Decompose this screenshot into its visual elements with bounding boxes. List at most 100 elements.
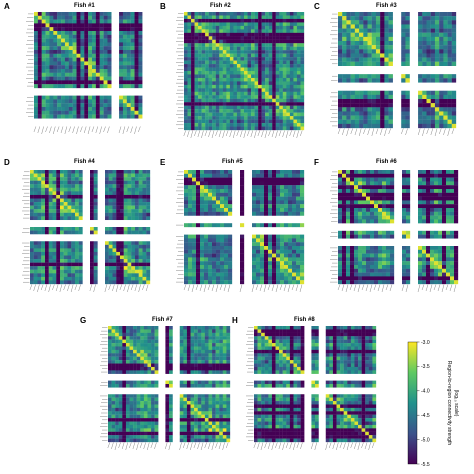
- heatmap-cell: [272, 196, 277, 201]
- heatmap-cell: [120, 230, 124, 235]
- heatmap-cell: [90, 251, 94, 256]
- heatmap-cell: [229, 109, 234, 113]
- heatmap-cell: [194, 43, 199, 47]
- heatmap-cell: [99, 27, 104, 32]
- heatmap-cell: [198, 74, 202, 79]
- heatmap-cell: [90, 248, 94, 253]
- heatmap-cell: [41, 205, 46, 210]
- heatmap-cell: [370, 276, 375, 281]
- heatmap-cell: [95, 38, 100, 43]
- heatmap-cell: [296, 257, 301, 262]
- col-label-mark: [289, 130, 292, 137]
- heatmap-cell: [346, 94, 351, 100]
- heatmap-cell: [430, 181, 435, 186]
- heatmap-cell: [443, 115, 448, 120]
- heatmap-cell: [37, 177, 42, 181]
- heatmap-cell: [354, 45, 360, 50]
- heatmap-cell: [56, 177, 61, 181]
- heatmap-cell: [215, 57, 220, 61]
- heatmap-cell: [354, 272, 359, 277]
- heatmap-cell: [280, 265, 285, 269]
- heatmap-cell: [264, 223, 269, 228]
- heatmap-cell: [247, 15, 252, 20]
- heatmap-cell: [194, 91, 199, 96]
- heatmap-cell: [119, 80, 124, 85]
- heatmap-cell: [296, 261, 301, 266]
- col-label-mark: [134, 126, 137, 135]
- heatmap-cell: [130, 50, 135, 54]
- heatmap-cell: [288, 253, 293, 258]
- heatmap-cell: [261, 102, 266, 106]
- heatmap-cell: [406, 173, 411, 178]
- heatmap-cell: [122, 332, 127, 337]
- heatmap-cell: [378, 181, 383, 186]
- heatmap-cell: [78, 177, 83, 181]
- heatmap-cell: [439, 28, 444, 33]
- heatmap-cell: [123, 209, 128, 213]
- heatmap-cell: [201, 18, 206, 23]
- heatmap-cell: [358, 272, 363, 277]
- heatmap-cell: [105, 251, 109, 256]
- heatmap-cell: [216, 242, 221, 247]
- heatmap-cell: [48, 205, 53, 210]
- col-label-mark: [199, 284, 203, 292]
- heatmap-cell: [187, 32, 192, 37]
- heatmap-cell: [268, 22, 273, 27]
- heatmap-cell: [418, 215, 423, 220]
- heatmap-cell: [293, 67, 298, 72]
- heatmap-cell: [260, 192, 265, 197]
- heatmap-cell: [200, 280, 205, 285]
- heatmap-cell: [120, 259, 124, 263]
- heatmap-cell: [41, 255, 46, 260]
- heatmap-cell: [450, 192, 455, 197]
- panel-a: A Fish #1: [4, 2, 158, 152]
- heatmap-cell: [208, 84, 213, 89]
- heatmap-cell: [99, 34, 104, 39]
- heatmap-cell: [354, 41, 360, 46]
- heatmap-cell: [422, 90, 427, 95]
- heatmap-cell: [346, 107, 351, 112]
- heatmap-cell: [251, 43, 255, 47]
- heatmap-cell: [251, 123, 255, 127]
- heatmap-cell: [92, 107, 97, 111]
- heatmap-cell: [90, 244, 94, 249]
- heatmap-cell: [122, 61, 127, 66]
- heatmap-cell: [338, 265, 343, 269]
- heatmap-cell: [116, 251, 121, 256]
- heatmap-cell: [78, 273, 83, 278]
- heatmap-cell: [45, 69, 50, 73]
- heatmap-cell: [284, 185, 289, 190]
- heatmap-cell: [71, 177, 76, 181]
- heatmap-cell: [371, 41, 377, 46]
- heatmap-cell: [192, 272, 197, 277]
- heatmap-cell: [244, 36, 248, 40]
- heatmap-cell: [275, 12, 280, 16]
- heatmap-cell: [390, 261, 395, 266]
- heatmap-cell: [350, 78, 355, 83]
- heatmap-cell: [236, 50, 241, 54]
- heatmap-cell: [184, 84, 188, 89]
- heatmap-cell: [402, 196, 407, 201]
- heatmap-cell: [138, 53, 143, 58]
- heatmap-cell: [265, 109, 269, 113]
- col-label-mark: [123, 284, 126, 292]
- heatmap-cell: [212, 36, 216, 40]
- heatmap-cell: [116, 230, 121, 235]
- heatmap-cell: [354, 208, 359, 212]
- heatmap-cell: [224, 208, 229, 212]
- heatmap-cell: [276, 196, 281, 201]
- panel-letter: C: [314, 2, 320, 11]
- heatmap-cell: [30, 212, 34, 217]
- col-label-mark: [267, 284, 271, 291]
- heatmap-cell: [279, 105, 283, 110]
- heatmap-cell: [286, 126, 291, 131]
- heatmap-cell: [215, 25, 220, 30]
- heatmap-cell: [146, 248, 151, 253]
- heatmap-cell: [286, 50, 291, 54]
- heatmap-cell: [215, 74, 220, 79]
- heatmap-cell: [208, 123, 213, 127]
- heatmap-cell: [226, 22, 231, 27]
- heatmap-cell: [442, 280, 447, 285]
- heatmap-cell: [240, 246, 245, 250]
- heatmap-cell: [406, 230, 411, 235]
